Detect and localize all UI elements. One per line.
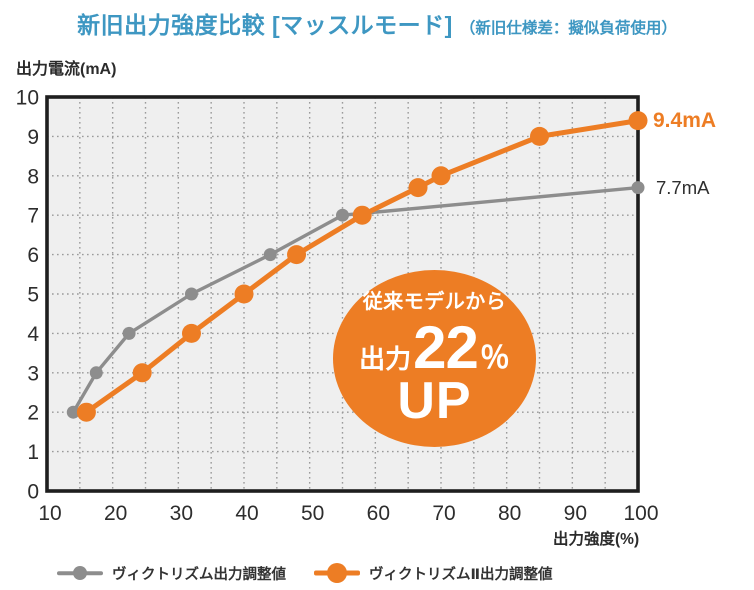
y-tick: 5: [27, 284, 39, 307]
legend-marker-orange-icon: [314, 561, 360, 585]
badge-line1: 従来モデルから: [362, 291, 507, 314]
data-point: [181, 323, 201, 343]
y-tick: 3: [27, 362, 39, 385]
x-tick: 80: [498, 502, 521, 525]
x-tick: 70: [432, 502, 455, 525]
y-tick: 1: [27, 441, 39, 464]
x-tick: 10: [38, 502, 61, 525]
x-tick: 60: [367, 502, 390, 525]
chart-header: 新旧出力強度比較 [マッスルモード] （新旧仕様差：擬似負荷使用）: [0, 6, 754, 40]
data-point: [132, 363, 152, 383]
page-subtitle: （新旧仕様差：擬似負荷使用）: [459, 20, 677, 37]
y-tick: 6: [27, 244, 39, 267]
legend-item-old-model: ヴィクトリズム出力調整値: [57, 561, 286, 585]
x-tick: 30: [170, 502, 193, 525]
series-new-model: [76, 111, 648, 422]
badge-percent-sign: ％: [479, 342, 510, 376]
badge-percent-number: 22: [413, 314, 479, 382]
plot-border: [45, 95, 640, 493]
legend-label-new-model: ヴィクトリズムⅡ出力調整値: [369, 566, 553, 583]
x-tick-labels: 10 20 30 40 50 60 70 80 90 100: [38, 502, 658, 525]
y-tick-labels: 0 1 2 3 4 5 6 7 8 9 10: [16, 87, 40, 504]
value-label-new-model: 9.4mA: [653, 109, 717, 132]
legend: ヴィクトリズム出力調整値 ヴィクトリズムⅡ出力調整値: [57, 561, 553, 585]
badge-line3: UP: [397, 372, 472, 431]
page-title: 新旧出力強度比較 [マッスルモード]: [77, 12, 453, 38]
data-point: [122, 326, 136, 340]
y-tick: 8: [27, 165, 39, 188]
data-point: [628, 111, 648, 131]
legend-item-new-model: ヴィクトリズムⅡ出力調整値: [314, 561, 553, 585]
line-chart: 10 20 30 40 50 60 70 80 90 100 0 1 2 3 4 5 6 7 8 9 10: [16, 87, 659, 526]
y-tick: 7: [27, 205, 39, 228]
data-point: [530, 126, 549, 146]
y-tick: 9: [27, 126, 39, 149]
data-point: [352, 205, 372, 225]
data-point: [66, 405, 80, 419]
y-tick: 4: [27, 323, 39, 346]
x-tick: 40: [235, 502, 258, 525]
series-old-model: [66, 181, 645, 419]
value-label-old-model: 7.7mA: [656, 177, 710, 198]
data-point: [431, 166, 451, 186]
data-point: [263, 248, 277, 262]
x-tick: 100: [623, 502, 658, 525]
legend-label-old-model: ヴィクトリズム出力調整値: [112, 566, 286, 583]
data-point: [287, 245, 307, 265]
badge-output-text: 出力: [359, 344, 412, 375]
x-axis-label: 出力強度(%): [553, 531, 640, 548]
badge-line2: 出力 22 ％: [359, 314, 510, 382]
data-point: [631, 181, 645, 195]
promo-badge: 従来モデルから 出力 22 ％ UP: [333, 270, 536, 447]
y-axis-label: 出力電流(mA): [16, 61, 117, 78]
data-point: [336, 208, 349, 222]
x-tick: 20: [104, 502, 127, 525]
x-tick: 50: [301, 502, 324, 525]
y-tick: 2: [27, 402, 39, 425]
data-point: [89, 366, 103, 380]
data-point: [234, 284, 254, 304]
x-tick: 90: [564, 502, 587, 525]
legend-marker-gray-icon: [57, 561, 103, 585]
data-point: [184, 287, 198, 301]
data-point: [408, 178, 428, 198]
y-tick: 0: [27, 481, 39, 504]
data-point: [76, 402, 96, 422]
y-tick: 10: [16, 87, 39, 110]
